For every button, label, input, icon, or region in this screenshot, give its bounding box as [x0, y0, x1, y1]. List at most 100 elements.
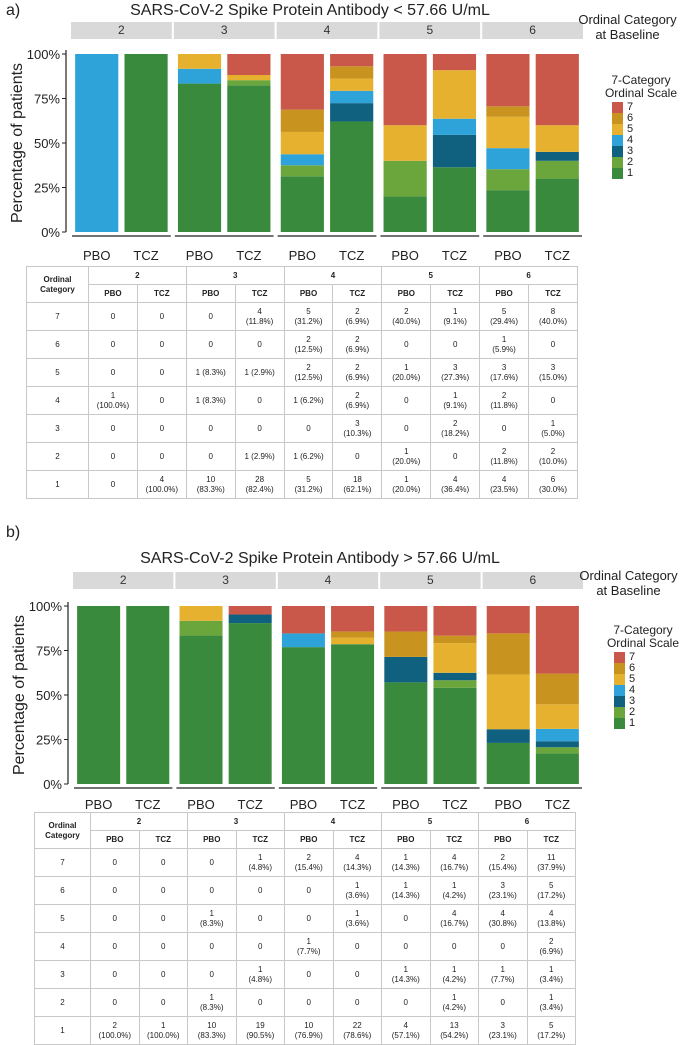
table-cell: 1 (100.0%) [138, 1016, 188, 1045]
header-arm: TCZ [138, 830, 188, 849]
bar-segment-cat-1 [384, 682, 428, 784]
header-group: 5 [381, 812, 479, 831]
table-cell: 1 (4.2%) [429, 876, 479, 905]
bar-segment-cat-4 [177, 68, 222, 84]
bar-segment-cat-5 [535, 125, 579, 152]
panel-a: a) SARS-CoV-2 Spike Protein Antibody < 5… [0, 0, 685, 522]
table-cell: 0 [332, 932, 382, 961]
legend-item-2: 2 [612, 157, 682, 168]
table-cell: 3 (15.0%) [528, 358, 578, 387]
table-cell: 0 [138, 848, 188, 877]
header-arm: PBO [88, 284, 138, 303]
bar-segment-cat-1 [227, 85, 271, 232]
legend-label: 2 [627, 156, 634, 168]
legend-item-6: 6 [612, 113, 682, 124]
table-cell: 2 (40.0%) [381, 302, 432, 331]
row-category: 7 [26, 302, 89, 331]
bar-segment-cat-4 [486, 148, 530, 170]
legend-item-4: 4 [614, 685, 684, 696]
table-cell: 18 (62.1%) [332, 470, 383, 499]
bar-segment-cat-1 [281, 647, 325, 784]
bar-segment-cat-2 [179, 620, 223, 636]
table-cell: 0 [478, 988, 528, 1017]
legend-item-2: 2 [614, 707, 684, 718]
x-tick-label: TCZ [442, 248, 467, 263]
facet-label: 5 [426, 23, 433, 37]
table-cell: 1 (5.9%) [479, 330, 530, 359]
legend-item-4: 4 [612, 135, 682, 146]
facet-label: 6 [529, 23, 536, 37]
bar-segment-cat-6 [486, 633, 530, 675]
bar-segment-cat-4 [330, 90, 374, 104]
table-cell: 4 (14.3%) [332, 848, 382, 877]
legend-item-7: 7 [612, 102, 682, 113]
table-cell: 3 (17.6%) [479, 358, 530, 387]
ordinal-category-label: Ordinal Category at Baseline [570, 12, 685, 42]
table-cell: 1 (4.8%) [235, 848, 285, 877]
table-cell: 0 [136, 414, 187, 443]
bar-segment-cat-1 [433, 687, 477, 784]
table-cell: 1 (6.2%) [283, 386, 334, 415]
table-cell: 22 (78.6%) [332, 1016, 382, 1045]
table-cell: 2 (18.2%) [430, 414, 481, 443]
bar-segment-cat-6 [486, 106, 530, 117]
table-cell: 0 [187, 960, 237, 989]
header-arm: TCZ [526, 830, 576, 849]
x-tick-label: PBO [494, 248, 521, 263]
table-cell: 1 (3.6%) [332, 876, 382, 905]
legend-title-line: Ordinal Scale [606, 636, 680, 650]
bar-segment-cat-5 [179, 606, 223, 621]
x-tick-label: PBO [85, 797, 112, 812]
bar-segment-cat-2 [280, 165, 324, 177]
bar-segment-cat-1 [280, 176, 324, 232]
facet-label: 3 [221, 23, 228, 37]
header-arm: TCZ [430, 284, 481, 303]
x-tick-label: TCZ [545, 248, 570, 263]
table-cell: 2 (6.9%) [332, 330, 383, 359]
table-cell: 0 [138, 876, 188, 905]
legend-item-1: 1 [612, 168, 682, 179]
panel-letter: b) [6, 524, 21, 541]
table-cell: 0 [136, 302, 187, 331]
table-cell: 4 (30.8%) [478, 904, 528, 933]
header-group: 4 [283, 266, 383, 285]
table-cell: 0 [138, 932, 188, 961]
table-cell: 10 (83.3%) [187, 1016, 237, 1045]
table-cell: 5 (17.2%) [526, 1016, 576, 1045]
bar-segment-cat-3 [486, 729, 530, 743]
y-tick-label: 0% [41, 225, 60, 240]
table-cell: 0 [185, 330, 236, 359]
table-cell: 4 (36.4%) [430, 470, 481, 499]
table-cell: 8 (40.0%) [528, 302, 578, 331]
bar-segment-cat-3 [433, 672, 477, 681]
legend-label: 1 [627, 167, 634, 179]
header-group: 3 [185, 266, 285, 285]
table-cell: 0 [90, 848, 140, 877]
bar-segment-cat-2 [433, 680, 477, 688]
table-row: 6 0 0 0 0 0 1 (3.6%) 1 (14.3%) 1 (4.2%) 3 (23.1%) 5 (17… [34, 876, 576, 905]
header-arm: PBO [284, 830, 334, 849]
table-row: 6 0 0 0 0 2 (12.5%) 2 (6.9%) 0 0 1 (5.9%) 0 [26, 330, 578, 359]
header-group: 2 [88, 266, 187, 285]
x-tick-label: PBO [391, 248, 418, 263]
table-cell: 0 [478, 932, 528, 961]
bar-segment-cat-3 [228, 614, 272, 624]
table-cell: 1 (14.3%) [381, 848, 431, 877]
header-group: 2 [90, 812, 188, 831]
table-cell: 1 (8.3%) [187, 904, 237, 933]
header-group: 5 [381, 266, 481, 285]
facet-label: 5 [427, 573, 434, 587]
bar-segment-cat-7 [486, 606, 530, 634]
table-cell: 4 (23.5%) [479, 470, 530, 499]
bar-segment-cat-7 [383, 54, 427, 126]
table-cell: 4 (11.8%) [234, 302, 285, 331]
table-cell: 2 (10.0%) [528, 442, 578, 471]
table-cell: 0 [528, 330, 578, 359]
table-cell: 2 (11.8%) [479, 442, 530, 471]
table-cell: 0 [284, 904, 334, 933]
table-row: 7 0 0 0 4 (11.8%) 5 (31.2%) 2 (6.9%) 2 (40.0%) 1 (9.1… [26, 302, 578, 331]
legend-item-5: 5 [614, 674, 684, 685]
bar-segment-cat-5 [331, 637, 375, 645]
bar-segment-cat-1 [126, 606, 170, 784]
